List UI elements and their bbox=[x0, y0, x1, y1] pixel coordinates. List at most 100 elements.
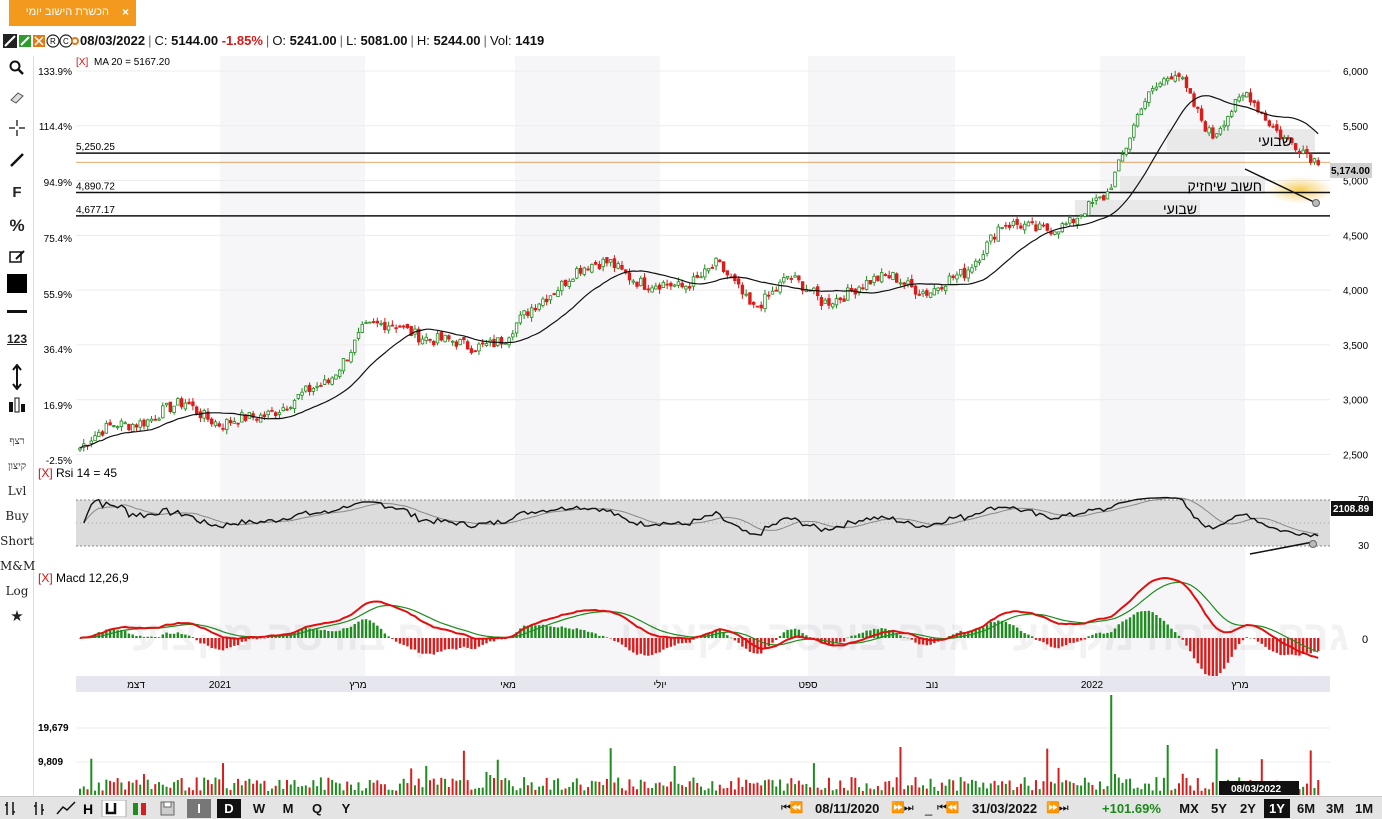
candle-body[interactable] bbox=[567, 280, 571, 287]
candle-body[interactable] bbox=[868, 280, 873, 285]
candle-body[interactable] bbox=[179, 398, 184, 408]
candle-body[interactable] bbox=[443, 334, 447, 343]
candle-body[interactable] bbox=[477, 343, 481, 352]
candle-body[interactable] bbox=[1312, 158, 1317, 163]
candle-body[interactable] bbox=[1293, 143, 1298, 151]
candle-body[interactable] bbox=[1305, 148, 1309, 155]
candle-body[interactable] bbox=[650, 287, 654, 293]
candle-body[interactable] bbox=[108, 422, 112, 426]
u-icon[interactable] bbox=[101, 800, 127, 817]
candle-body[interactable] bbox=[1026, 221, 1031, 227]
candle-body[interactable] bbox=[1022, 223, 1027, 231]
candle-body[interactable] bbox=[793, 275, 797, 278]
candle-body[interactable] bbox=[864, 279, 869, 290]
macd-line[interactable] bbox=[79, 576, 1319, 659]
candle-body[interactable] bbox=[1162, 78, 1166, 86]
candle-body[interactable] bbox=[710, 267, 714, 269]
candle-body[interactable] bbox=[315, 385, 319, 388]
candle-body[interactable] bbox=[89, 440, 93, 444]
candle-body[interactable] bbox=[1275, 124, 1279, 131]
candle-body[interactable] bbox=[571, 278, 575, 282]
from-date[interactable]: 08/11/2020 bbox=[815, 801, 880, 816]
range-5y[interactable]: 5Y bbox=[1211, 801, 1227, 816]
candle-body[interactable] bbox=[146, 419, 150, 427]
candle-body[interactable] bbox=[654, 285, 658, 290]
candle-body[interactable] bbox=[1184, 76, 1189, 89]
fibonacci-icon[interactable]: F bbox=[12, 184, 22, 201]
candle-body[interactable] bbox=[1290, 137, 1294, 144]
candle-body[interactable] bbox=[876, 275, 880, 281]
tab-close-icon[interactable]: × bbox=[121, 5, 129, 19]
candle-body[interactable] bbox=[1154, 86, 1159, 90]
candle-body[interactable] bbox=[221, 427, 225, 430]
candle-body[interactable] bbox=[936, 287, 940, 291]
candle-body[interactable] bbox=[149, 418, 154, 422]
range-1y[interactable]: 1Y bbox=[1264, 799, 1290, 818]
candle-body[interactable] bbox=[1019, 225, 1023, 229]
candle-body[interactable] bbox=[898, 282, 903, 285]
candle-body[interactable] bbox=[834, 298, 839, 306]
candle-body[interactable] bbox=[533, 307, 538, 311]
candle-body[interactable] bbox=[255, 418, 259, 421]
candle-body[interactable] bbox=[130, 424, 135, 432]
candle-body[interactable] bbox=[996, 226, 1001, 242]
candle-body[interactable] bbox=[910, 279, 914, 288]
candle-body[interactable] bbox=[548, 295, 553, 301]
candle-body[interactable] bbox=[657, 284, 662, 290]
candle-body[interactable] bbox=[1181, 77, 1185, 80]
candle-body[interactable] bbox=[797, 275, 801, 281]
candle-body[interactable] bbox=[917, 293, 921, 296]
rsi-remove-icon[interactable]: [X] bbox=[38, 466, 53, 480]
candle-body[interactable] bbox=[450, 340, 455, 343]
candle-body[interactable] bbox=[1252, 100, 1256, 104]
candle-body[interactable] bbox=[774, 289, 778, 292]
candle-body[interactable] bbox=[330, 377, 334, 385]
candle-body[interactable] bbox=[341, 358, 346, 372]
macd-histogram[interactable] bbox=[78, 610, 1320, 678]
candle-body[interactable] bbox=[447, 335, 451, 340]
candle-body[interactable] bbox=[138, 420, 142, 428]
candle-body[interactable] bbox=[157, 418, 161, 421]
candle-body[interactable] bbox=[1120, 154, 1125, 162]
color-swatch-icon[interactable] bbox=[0, 274, 34, 297]
candle-body[interactable] bbox=[1135, 114, 1140, 127]
candle-body[interactable] bbox=[537, 303, 541, 310]
candle-body[interactable] bbox=[1015, 219, 1019, 225]
candle-body[interactable] bbox=[514, 322, 519, 334]
candle-body[interactable] bbox=[857, 286, 861, 294]
candle-body[interactable] bbox=[755, 305, 760, 308]
candle-body[interactable] bbox=[1267, 120, 1272, 127]
candle-body[interactable] bbox=[736, 278, 741, 285]
candle-body[interactable] bbox=[1207, 127, 1211, 134]
candle-body[interactable] bbox=[541, 298, 545, 306]
candle-body[interactable] bbox=[115, 426, 120, 429]
candle-body[interactable] bbox=[112, 425, 116, 427]
candle-body[interactable] bbox=[887, 275, 891, 279]
candle-body[interactable] bbox=[386, 325, 391, 331]
candle-body[interactable] bbox=[424, 336, 428, 342]
ma-remove-icon[interactable]: [X] bbox=[76, 57, 88, 68]
candle-body[interactable] bbox=[691, 276, 696, 287]
candle-body[interactable] bbox=[353, 339, 357, 353]
candle-body[interactable] bbox=[1128, 137, 1132, 150]
candle-body[interactable] bbox=[1041, 224, 1046, 227]
candle-body[interactable] bbox=[1165, 77, 1170, 82]
candle-body[interactable] bbox=[1000, 227, 1004, 229]
candle-body[interactable] bbox=[556, 290, 560, 297]
candle-body[interactable] bbox=[699, 276, 703, 279]
candle-body[interactable] bbox=[928, 292, 933, 298]
candle-body[interactable] bbox=[274, 412, 278, 417]
candle-body[interactable] bbox=[1064, 223, 1068, 226]
candle-body[interactable] bbox=[906, 280, 910, 285]
candle-body[interactable] bbox=[1256, 101, 1260, 113]
settings-icon[interactable] bbox=[71, 37, 79, 45]
candle-body[interactable] bbox=[1248, 92, 1253, 103]
candle-body[interactable] bbox=[1038, 223, 1042, 230]
candle-body[interactable] bbox=[1241, 94, 1245, 98]
candle-body[interactable] bbox=[499, 337, 504, 345]
candle-body[interactable] bbox=[966, 269, 970, 279]
interval-quarterly[interactable]: Q bbox=[311, 801, 323, 816]
candle-body[interactable] bbox=[770, 290, 775, 295]
candle-body[interactable] bbox=[714, 257, 718, 267]
candle-body[interactable] bbox=[985, 241, 989, 254]
